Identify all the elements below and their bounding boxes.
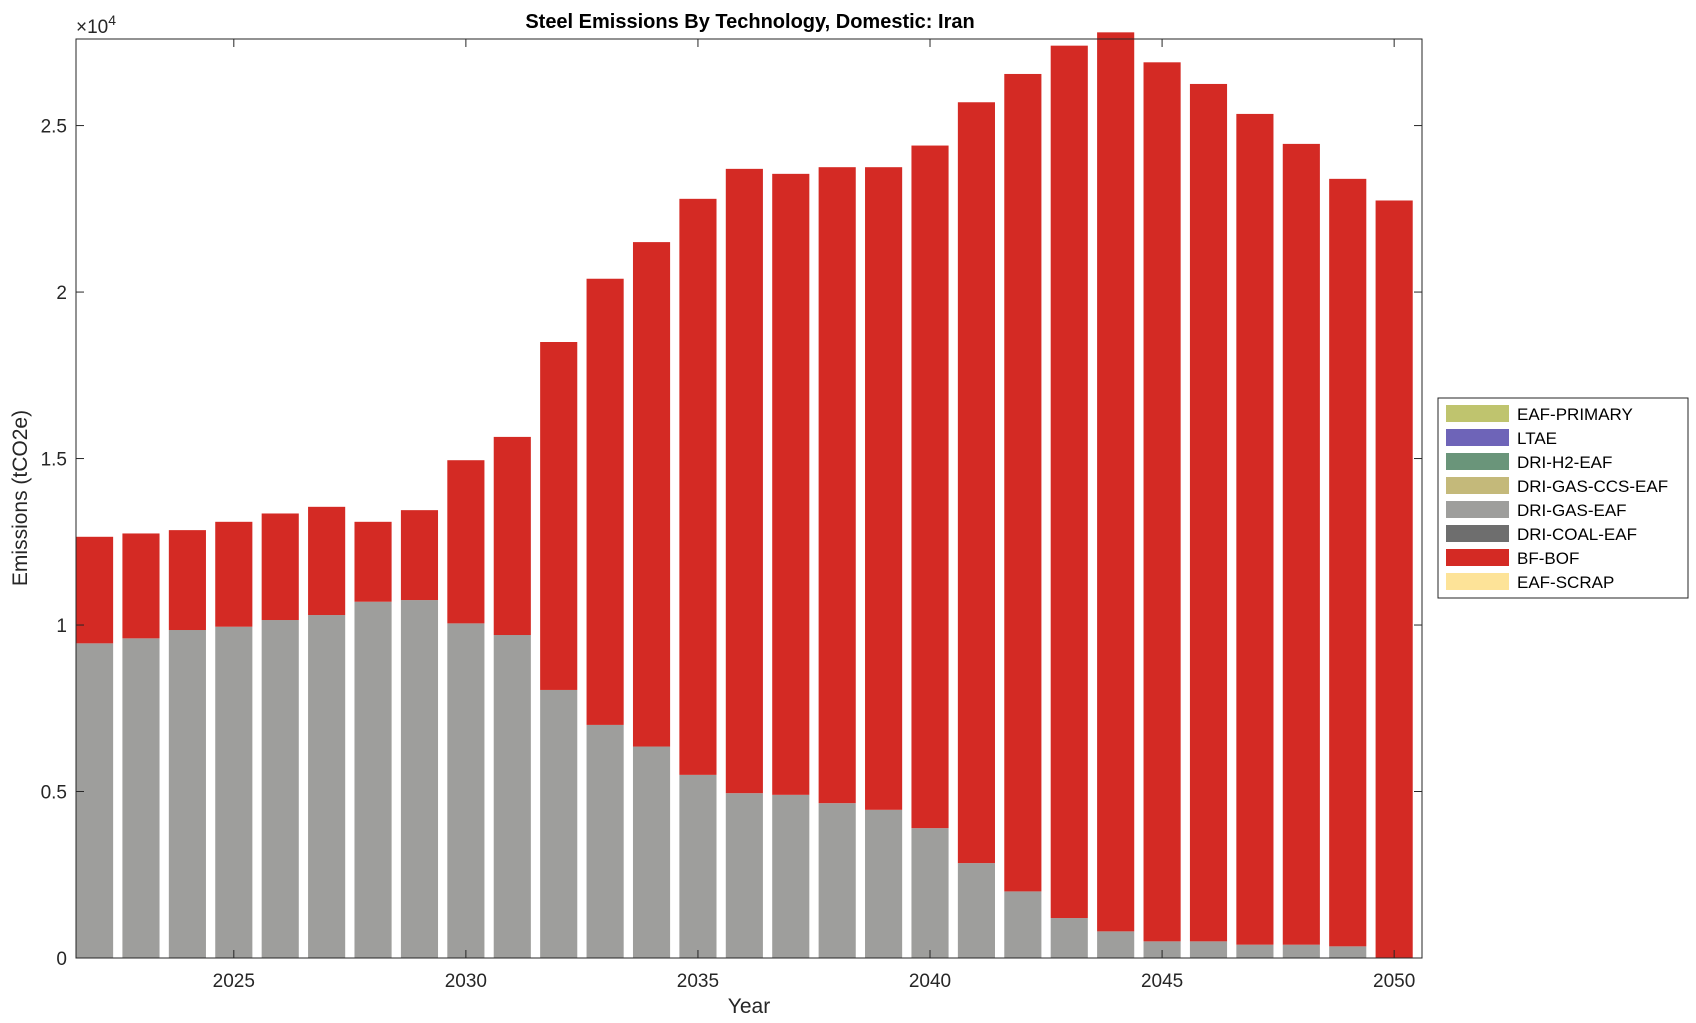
bar-bf-bof-2032 — [540, 342, 578, 690]
bar-dri-gas-eaf-2025 — [215, 626, 253, 958]
legend-swatch-eaf-scrap — [1446, 573, 1509, 590]
y-tick-label-5000: 0.5 — [41, 783, 67, 804]
ticks-layer: 2025 2030 2035 2040 2045 2050 0 0.5 1 1.5 2 2.5 — [41, 39, 1422, 992]
y-axis-exponent: ×104 — [76, 12, 116, 38]
bar-bf-bof-2027 — [308, 506, 346, 616]
bar-bf-bof-2046 — [1189, 83, 1228, 942]
legend-swatch-ltae — [1446, 429, 1509, 446]
legend-swatch-eaf-primary — [1446, 405, 1509, 422]
legend-swatch-bf-bof — [1446, 549, 1509, 566]
y-tick-label-10000: 1 — [56, 616, 67, 637]
y-tick-label-20000: 2 — [56, 283, 67, 304]
bar-bf-bof-2040 — [911, 145, 949, 829]
bar-bf-bof-2045 — [1143, 62, 1181, 942]
y-axis-exponent-power: 4 — [108, 12, 116, 28]
bar-dri-gas-eaf-2041 — [957, 863, 995, 958]
bar-bf-bof-2030 — [447, 460, 485, 624]
bar-bf-bof-2042 — [1004, 73, 1042, 892]
bar-dri-gas-eaf-2031 — [493, 635, 531, 958]
bar-bf-bof-2023 — [122, 533, 160, 639]
legend-swatch-dri-gas-eaf — [1446, 501, 1509, 518]
bar-bf-bof-2025 — [215, 521, 253, 627]
bar-dri-gas-eaf-2042 — [1004, 891, 1042, 958]
y-tick-label-15000: 1.5 — [41, 450, 67, 471]
legend-label-ltae: LTAE — [1517, 429, 1557, 448]
bar-bf-bof-2041 — [957, 102, 995, 864]
legend-label-eaf-scrap: EAF-SCRAP — [1517, 573, 1614, 592]
plot-area-frame — [75, 38, 1423, 959]
legend-label-dri-h2-eaf: DRI-H2-EAF — [1517, 453, 1612, 472]
x-tick-label-2030: 2030 — [445, 971, 487, 992]
y-axis-title: Emissions (tCO2e) — [9, 410, 32, 586]
x-tick-label-2045: 2045 — [1141, 971, 1183, 992]
x-tick-label-2040: 2040 — [909, 971, 951, 992]
legend-label-eaf-primary: EAF-PRIMARY — [1517, 405, 1633, 424]
y-tick-label-25000: 2.5 — [41, 117, 67, 138]
bar-dri-gas-eaf-2048 — [1282, 944, 1320, 958]
legend-swatch-dri-h2-eaf — [1446, 453, 1509, 470]
y-axis-exponent-base: ×10 — [76, 17, 108, 38]
bar-bf-bof-2039 — [865, 167, 903, 810]
bar-dri-gas-eaf-2027 — [308, 615, 346, 958]
bar-bf-bof-2033 — [586, 278, 624, 725]
bar-bf-bof-2031 — [493, 436, 531, 636]
bar-dri-gas-eaf-2036 — [725, 793, 763, 958]
x-axis-title: Year — [728, 995, 770, 1018]
bar-dri-gas-eaf-2026 — [261, 620, 299, 958]
bar-dri-gas-eaf-2022 — [76, 643, 114, 958]
legend-label-dri-coal-eaf: DRI-COAL-EAF — [1517, 525, 1637, 544]
y-tick-label-0: 0 — [56, 949, 67, 970]
bar-bf-bof-2048 — [1282, 143, 1320, 945]
bar-bf-bof-2034 — [632, 242, 671, 747]
bar-dri-gas-eaf-2044 — [1097, 931, 1135, 958]
bar-bf-bof-2050 — [1375, 200, 1413, 959]
bar-dri-gas-eaf-2039 — [865, 809, 903, 958]
bar-dri-gas-eaf-2035 — [679, 774, 717, 958]
bar-bf-bof-2035 — [679, 198, 717, 775]
bar-dri-gas-eaf-2045 — [1143, 941, 1181, 958]
legend-label-dri-gas-eaf: DRI-GAS-EAF — [1517, 501, 1627, 520]
bar-dri-gas-eaf-2029 — [400, 600, 439, 958]
legend-label-bf-bof: BF-BOF — [1517, 549, 1579, 568]
bar-dri-gas-eaf-2049 — [1329, 946, 1367, 958]
bar-dri-gas-eaf-2023 — [122, 638, 160, 958]
bar-dri-gas-eaf-2030 — [447, 623, 485, 958]
x-tick-label-2050: 2050 — [1373, 971, 1415, 992]
legend: EAF-PRIMARY LTAE DRI-H2-EAF DRI-GAS-CCS-EAF… — [1437, 397, 1689, 599]
x-tick-label-2035: 2035 — [677, 971, 719, 992]
bar-dri-gas-eaf-2033 — [586, 724, 624, 958]
bar-bf-bof-2022 — [76, 536, 114, 644]
legend-label-dri-gas-ccs-eaf: DRI-GAS-CCS-EAF — [1517, 477, 1668, 496]
bar-bf-bof-2036 — [725, 168, 763, 794]
bar-bf-bof-2029 — [400, 510, 439, 601]
legend-swatch-dri-coal-eaf — [1446, 525, 1509, 542]
bar-bf-bof-2037 — [772, 173, 810, 795]
x-tick-label-2025: 2025 — [213, 971, 255, 992]
bar-bf-bof-2044 — [1097, 32, 1135, 932]
bar-bf-bof-2043 — [1050, 45, 1088, 919]
bar-dri-gas-eaf-2032 — [540, 689, 578, 958]
bar-dri-gas-eaf-2040 — [911, 828, 949, 958]
bar-bf-bof-2028 — [354, 521, 392, 602]
chart-title: Steel Emissions By Technology, Domestic:… — [525, 11, 974, 33]
bar-dri-gas-eaf-2037 — [772, 794, 810, 958]
bar-dri-gas-eaf-2047 — [1236, 944, 1274, 958]
legend-box — [1437, 397, 1689, 599]
bar-dri-gas-eaf-2038 — [818, 803, 856, 958]
bar-dri-gas-eaf-2024 — [168, 630, 206, 958]
bar-dri-gas-eaf-2034 — [632, 746, 671, 958]
bar-dri-gas-eaf-2046 — [1189, 941, 1228, 958]
bar-bf-bof-2026 — [261, 513, 299, 621]
bars-layer — [76, 32, 1413, 959]
bar-bf-bof-2038 — [818, 167, 856, 804]
bar-bf-bof-2049 — [1329, 178, 1367, 947]
bar-bf-bof-2047 — [1236, 113, 1274, 945]
bar-bf-bof-2024 — [168, 530, 206, 631]
bar-dri-gas-eaf-2028 — [354, 601, 392, 958]
legend-swatch-dri-gas-ccs-eaf — [1446, 477, 1509, 494]
bar-dri-gas-eaf-2043 — [1050, 918, 1088, 958]
